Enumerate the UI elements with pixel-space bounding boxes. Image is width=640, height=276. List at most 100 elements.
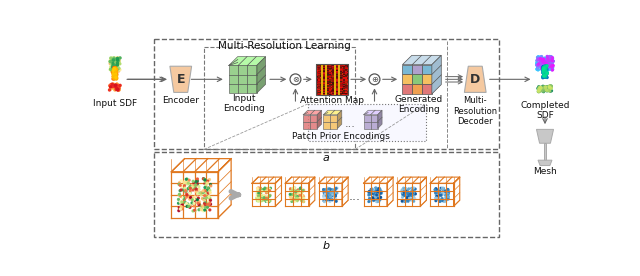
Point	[107, 86, 117, 90]
Point	[114, 86, 124, 90]
Point	[294, 191, 304, 195]
Point	[112, 82, 122, 87]
Point	[111, 66, 121, 70]
Point	[108, 59, 118, 63]
Point	[259, 197, 269, 201]
Point	[202, 179, 212, 183]
Point	[175, 183, 186, 187]
Point	[532, 63, 542, 67]
Point	[182, 204, 192, 209]
Point	[107, 59, 117, 63]
Point	[365, 198, 376, 203]
Point	[330, 194, 340, 199]
Point	[544, 64, 554, 69]
Point	[397, 189, 407, 193]
Point	[540, 68, 550, 72]
Point	[372, 194, 382, 198]
Point	[111, 59, 122, 63]
Point	[108, 71, 118, 76]
Bar	[412, 84, 422, 94]
Point	[401, 189, 412, 193]
Point	[444, 192, 454, 196]
Point	[298, 188, 308, 193]
Point	[547, 89, 557, 93]
Point	[113, 86, 124, 90]
Point	[538, 59, 548, 63]
Point	[540, 65, 550, 69]
Point	[174, 182, 184, 186]
Point	[538, 68, 548, 72]
Point	[439, 192, 449, 196]
Point	[538, 57, 548, 61]
Point	[532, 66, 543, 71]
Point	[179, 197, 189, 202]
Point	[541, 70, 551, 74]
Point	[548, 67, 558, 71]
Point	[373, 197, 383, 202]
Point	[111, 59, 122, 63]
Point	[543, 84, 554, 89]
Point	[540, 61, 550, 65]
Point	[109, 65, 119, 70]
Point	[290, 199, 300, 204]
Point	[320, 198, 330, 203]
Point	[535, 87, 545, 91]
Point	[401, 190, 412, 195]
Point	[179, 187, 189, 192]
Point	[111, 70, 121, 75]
Point	[263, 190, 273, 195]
Point	[193, 188, 203, 192]
Point	[106, 67, 116, 71]
Point	[436, 193, 446, 198]
Point	[198, 189, 208, 193]
Point	[437, 196, 447, 201]
Point	[546, 55, 556, 59]
Point	[543, 55, 553, 60]
Point	[108, 84, 118, 89]
Point	[113, 58, 123, 62]
Point	[291, 197, 301, 201]
Text: D: D	[470, 73, 481, 86]
Point	[533, 55, 543, 59]
Point	[403, 189, 413, 193]
Point	[409, 192, 419, 196]
Point	[401, 198, 411, 203]
Point	[373, 199, 383, 204]
Point	[203, 202, 213, 207]
Point	[400, 187, 410, 191]
Point	[112, 56, 122, 60]
Point	[539, 57, 549, 62]
Point	[541, 73, 551, 78]
Point	[364, 196, 374, 201]
Point	[291, 189, 301, 193]
Point	[373, 197, 383, 201]
Point	[111, 63, 121, 68]
Point	[204, 177, 214, 182]
Point	[541, 71, 551, 76]
Bar	[154, 152, 499, 237]
Point	[543, 86, 553, 90]
Point	[111, 76, 122, 80]
Point	[538, 67, 548, 71]
Point	[182, 193, 192, 197]
Point	[322, 189, 332, 193]
Point	[374, 199, 384, 203]
Point	[109, 65, 120, 70]
Text: Multi-
Resolution
Decoder: Multi- Resolution Decoder	[453, 96, 497, 126]
Point	[540, 86, 550, 91]
Point	[541, 63, 551, 68]
Point	[538, 67, 548, 71]
Text: Mesh: Mesh	[533, 167, 557, 176]
Point	[257, 187, 268, 192]
Point	[289, 194, 299, 198]
Point	[109, 61, 120, 65]
Point	[433, 189, 444, 193]
Point	[255, 186, 266, 190]
Bar	[308, 104, 426, 141]
Point	[432, 195, 442, 199]
Point	[287, 199, 297, 204]
Point	[403, 191, 413, 195]
Point	[323, 189, 333, 193]
Point	[109, 72, 120, 77]
Point	[372, 187, 383, 192]
